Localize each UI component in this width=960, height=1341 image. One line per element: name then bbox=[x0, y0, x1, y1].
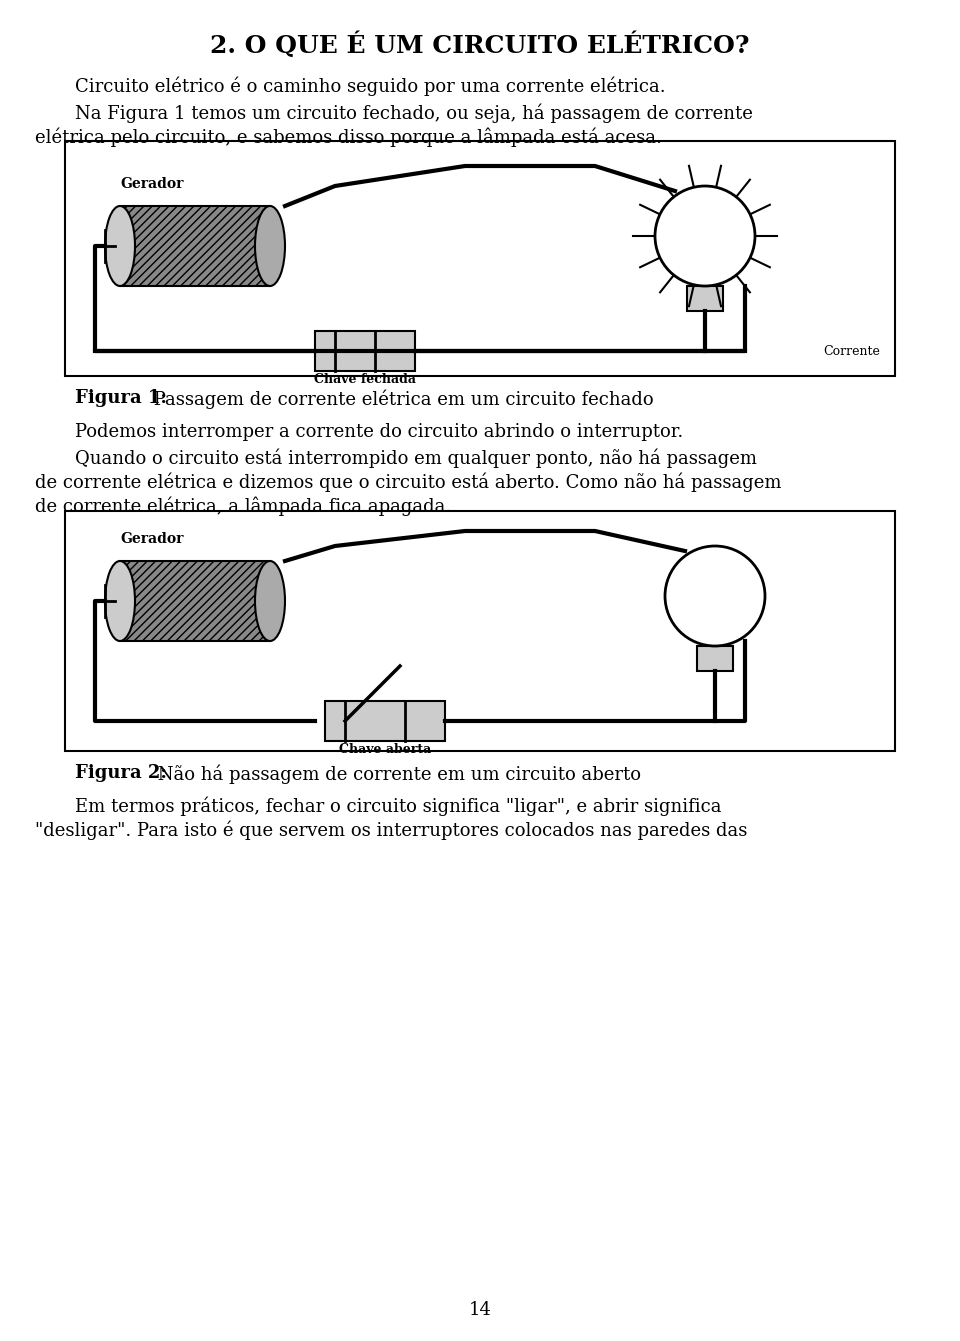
Ellipse shape bbox=[105, 561, 135, 641]
Text: Circuito elétrico é o caminho seguido por uma corrente elétrica.: Circuito elétrico é o caminho seguido po… bbox=[75, 76, 665, 95]
Bar bbox=[697, 646, 733, 670]
Circle shape bbox=[655, 186, 755, 286]
Bar bbox=[120, 207, 270, 286]
Text: Passagem de corrente elétrica em um circuito fechado: Passagem de corrente elétrica em um circ… bbox=[148, 389, 654, 409]
Text: 2. O QUE É UM CIRCUITO ELÉTRICO?: 2. O QUE É UM CIRCUITO ELÉTRICO? bbox=[210, 31, 750, 58]
Bar bbox=[120, 561, 270, 641]
Text: "desligar". Para isto é que servem os interruptores colocados nas paredes das: "desligar". Para isto é que servem os in… bbox=[35, 819, 748, 839]
Text: de corrente elétrica e dizemos que o circuito está aberto. Como não há passagem: de corrente elétrica e dizemos que o cir… bbox=[35, 472, 781, 492]
Text: de corrente elétrica, a lâmpada fica apagada.: de corrente elétrica, a lâmpada fica apa… bbox=[35, 496, 451, 515]
Ellipse shape bbox=[105, 207, 135, 286]
Text: 14: 14 bbox=[468, 1301, 492, 1320]
Bar bbox=[120, 207, 270, 286]
Text: Chave aberta: Chave aberta bbox=[339, 743, 431, 756]
Text: Na Figura 1 temos um circuito fechado, ou seja, há passagem de corrente: Na Figura 1 temos um circuito fechado, o… bbox=[75, 103, 753, 122]
Text: Quando o circuito está interrompido em qualquer ponto, não há passagem: Quando o circuito está interrompido em q… bbox=[75, 448, 757, 468]
Text: elétrica pelo circuito, e sabemos disso porque a lâmpada está acesa.: elétrica pelo circuito, e sabemos disso … bbox=[35, 127, 661, 146]
Text: Gerador: Gerador bbox=[120, 177, 183, 190]
Text: Figura 2:: Figura 2: bbox=[75, 764, 167, 782]
Text: Figura 1:: Figura 1: bbox=[75, 389, 167, 408]
Ellipse shape bbox=[255, 207, 285, 286]
Bar bbox=[120, 561, 270, 641]
Bar bbox=[65, 511, 895, 751]
Text: Não há passagem de corrente em um circuito aberto: Não há passagem de corrente em um circui… bbox=[152, 764, 641, 783]
Text: Podemos interromper a corrente do circuito abrindo o interruptor.: Podemos interromper a corrente do circui… bbox=[75, 422, 684, 441]
Bar bbox=[325, 701, 445, 742]
Ellipse shape bbox=[255, 561, 285, 641]
Circle shape bbox=[665, 546, 765, 646]
Text: Em termos práticos, fechar o circuito significa "ligar", e abrir significa: Em termos práticos, fechar o circuito si… bbox=[75, 797, 722, 815]
Text: Chave fechada: Chave fechada bbox=[314, 373, 416, 386]
Bar bbox=[65, 141, 895, 375]
Text: Gerador: Gerador bbox=[120, 532, 183, 546]
Bar bbox=[315, 331, 415, 371]
Bar bbox=[687, 286, 723, 311]
Text: Corrente: Corrente bbox=[823, 345, 880, 358]
